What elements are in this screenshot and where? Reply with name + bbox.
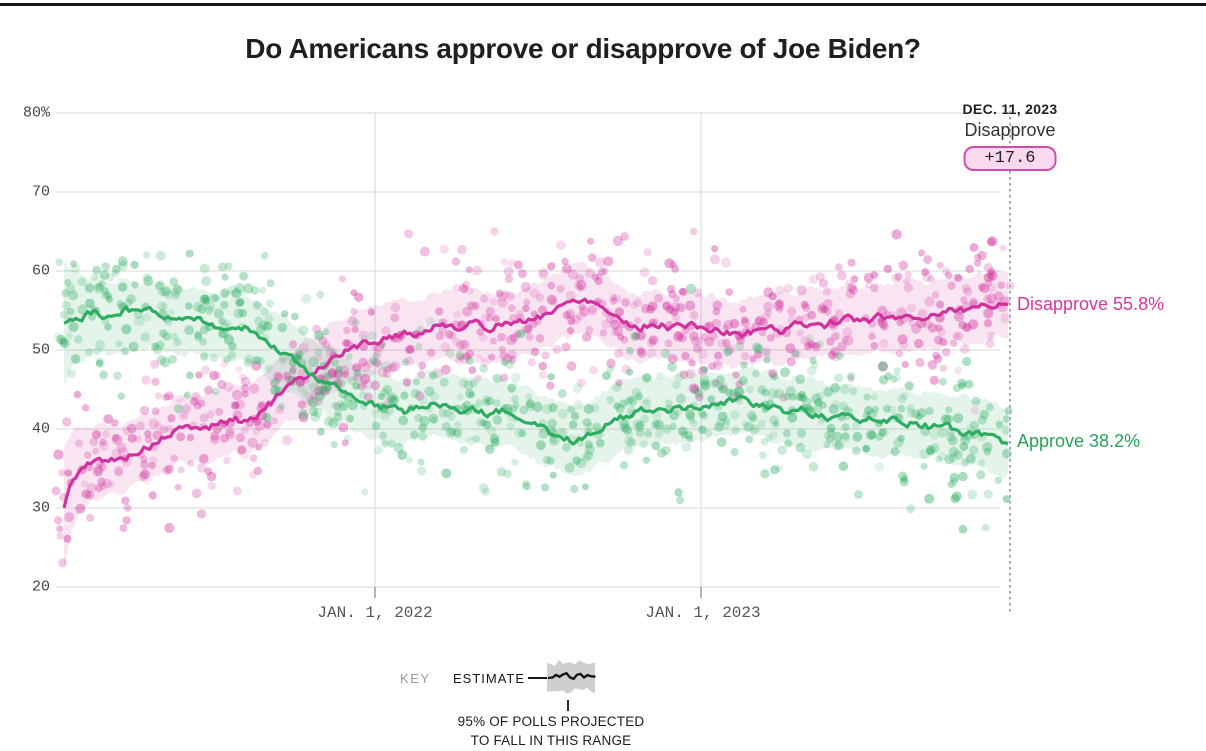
disapprove-series-label: Disapprove 55.8% [1017, 294, 1165, 314]
x-axis-tick-label: JAN. 1, 2022 [317, 604, 433, 622]
latest-estimate-annotation: DEC. 11, 2023 Disapprove +17.6 [963, 101, 1058, 171]
estimate-sample-glyph [547, 659, 596, 694]
y-axis-tick-label: 20 [31, 578, 50, 596]
y-axis-tick-label: 40 [31, 420, 50, 438]
page-title: Do Americans approve or disapprove of Jo… [245, 32, 921, 64]
annotation-date: DEC. 11, 2023 [962, 101, 1058, 117]
key-caption-line1: 95% OF POLLS PROJECTED [457, 714, 645, 729]
estimate-label: ESTIMATE [453, 671, 526, 686]
approve-series-label: Approve 38.2% [1017, 431, 1141, 451]
margin-badge: +17.6 [963, 146, 1057, 171]
caption-pointer-line [567, 700, 569, 711]
y-axis-tick-label: 70 [31, 183, 50, 201]
top-rule [0, 3, 1206, 6]
estimate-connector-line [528, 677, 547, 679]
y-axis-tick-label: 80% [22, 104, 50, 122]
x-axis-tick-label: JAN. 1, 2023 [645, 604, 761, 622]
y-axis-tick-label: 60 [31, 262, 50, 280]
y-axis-tick-label: 30 [31, 499, 50, 517]
key-caption-line2: TO FALL IN THIS RANGE [470, 733, 632, 748]
key-label: KEY [400, 671, 431, 686]
y-axis-tick-label: 50 [31, 341, 50, 359]
key-caption: 95% OF POLLS PROJECTED TO FALL IN THIS R… [458, 712, 645, 750]
annotation-series: Disapprove [964, 120, 1056, 140]
